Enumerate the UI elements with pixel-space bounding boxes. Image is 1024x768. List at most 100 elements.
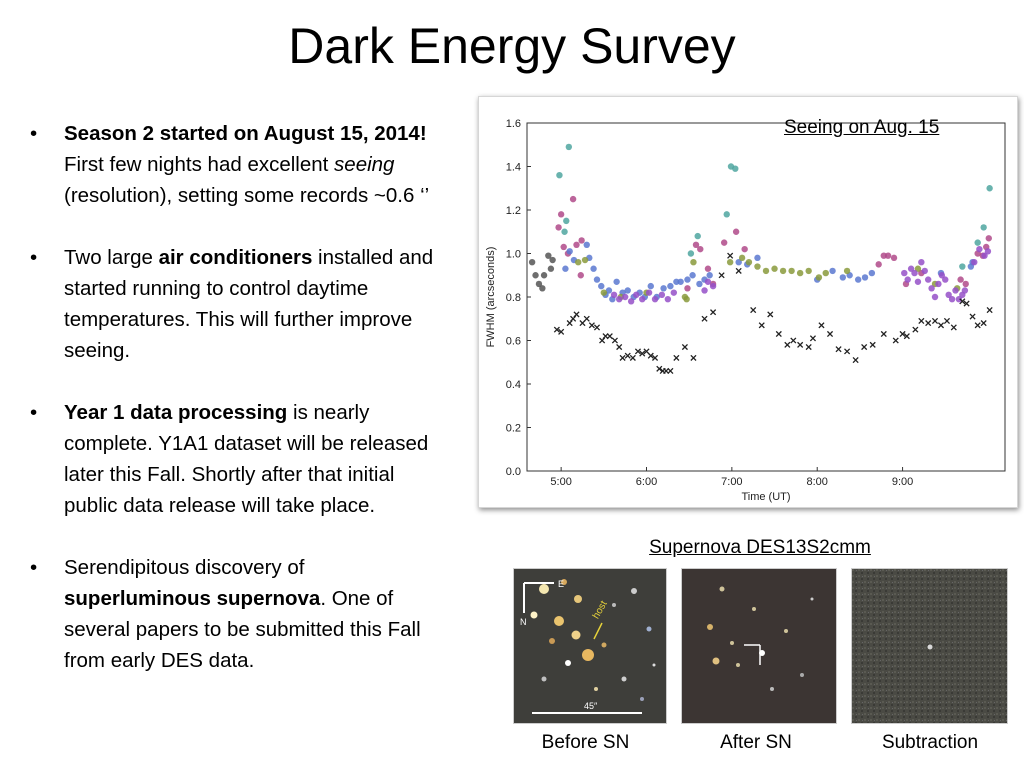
- compass-arrows: [523, 582, 554, 613]
- data-point-x: [852, 357, 859, 364]
- data-point: [555, 224, 562, 231]
- data-point: [569, 195, 577, 203]
- data-point-x: [826, 330, 834, 338]
- y-tick-label: 0.0: [506, 466, 521, 478]
- data-point: [961, 287, 969, 294]
- data-point: [875, 261, 882, 268]
- data-point-x: [969, 313, 976, 320]
- data-point: [658, 291, 666, 299]
- data-point: [754, 263, 761, 270]
- data-point: [754, 254, 761, 262]
- data-point: [955, 295, 963, 303]
- data-point: [560, 243, 567, 251]
- data-point: [660, 285, 667, 292]
- bullet-text-segment: Year 1 data processing: [64, 401, 288, 424]
- data-point: [535, 280, 543, 288]
- data-point-x: [844, 348, 851, 355]
- data-point-x: [950, 324, 957, 331]
- data-point-x: [599, 337, 606, 344]
- bullet-text-segment: Serendipitous discovery of: [64, 556, 305, 579]
- data-point: [613, 278, 620, 285]
- data-point: [563, 217, 570, 225]
- x-tick-label: 6:00: [636, 476, 657, 488]
- data-point-x: [667, 367, 674, 375]
- bullet-text-segment: (resolution), setting some records ~0.6 …: [64, 184, 430, 207]
- data-point-x: [974, 322, 981, 329]
- data-point: [590, 265, 597, 272]
- data-point-x: [718, 272, 725, 279]
- data-point: [924, 276, 932, 283]
- bullet-text-segment: Two large: [64, 246, 159, 269]
- data-point: [918, 259, 925, 266]
- data-point-x: [903, 333, 910, 340]
- data-point: [684, 285, 691, 292]
- bullet-text-segment: Season 2 started on August 15, 2014!: [64, 122, 427, 145]
- data-point: [771, 265, 778, 272]
- data-point: [549, 256, 556, 264]
- data-point-x: [606, 333, 613, 340]
- sn-marker: [744, 644, 761, 665]
- data-point: [645, 289, 653, 296]
- data-point: [610, 291, 618, 299]
- data-point-x: [573, 311, 580, 318]
- data-point-x: [805, 343, 812, 351]
- data-point-x: [775, 330, 782, 338]
- data-point: [914, 265, 922, 272]
- bullet-item: Serendipitous discovery of superluminous…: [26, 552, 451, 676]
- data-point: [651, 295, 659, 303]
- data-point: [701, 287, 708, 294]
- data-point: [532, 272, 539, 279]
- data-point-x: [611, 337, 618, 344]
- data-point-x: [835, 346, 842, 353]
- bullet-item: Season 2 started on August 15, 2014! Fir…: [26, 118, 451, 211]
- data-point: [890, 254, 898, 262]
- data-point-x: [634, 348, 642, 355]
- data-point: [726, 259, 734, 266]
- data-point-x: [639, 350, 646, 357]
- data-point: [901, 269, 908, 277]
- starfield: [530, 579, 656, 701]
- bullet-text-segment: air conditioners: [158, 246, 313, 269]
- data-point: [540, 272, 548, 279]
- data-point-x: [690, 354, 697, 361]
- data-point: [959, 263, 966, 270]
- data-point: [605, 287, 613, 294]
- data-point: [593, 276, 601, 283]
- data-point: [911, 269, 918, 277]
- data-point: [709, 282, 717, 290]
- data-point: [735, 259, 742, 266]
- data-point: [745, 259, 753, 266]
- data-point: [914, 278, 922, 285]
- data-point-x: [880, 330, 887, 338]
- data-point: [704, 265, 712, 272]
- data-point: [723, 211, 730, 218]
- y-tick-label: 1.6: [506, 118, 521, 130]
- data-point: [741, 245, 748, 253]
- data-point-x: [619, 354, 626, 361]
- data-point: [697, 245, 704, 253]
- data-point: [931, 293, 939, 301]
- data-point-x: [797, 341, 804, 348]
- data-point-x: [624, 352, 631, 359]
- data-point: [720, 239, 728, 246]
- data-point: [639, 295, 646, 303]
- east-label: E: [558, 579, 564, 589]
- data-point-x: [892, 337, 899, 344]
- data-point: [566, 248, 573, 255]
- data-point-x: [912, 326, 919, 333]
- y-tick-label: 0.8: [506, 292, 521, 304]
- seeing-chart-svg: 0.0 0.2 0.4 0.6 0.8 1.0 1.2 1.4 1.6 5:00 6:00 7:00 8…: [485, 118, 1006, 503]
- data-point: [957, 276, 964, 283]
- data-point-x: [656, 365, 663, 372]
- data-point-x: [918, 317, 925, 324]
- data-point: [962, 280, 969, 288]
- data-point: [854, 276, 862, 283]
- data-point-x: [980, 320, 987, 327]
- data-point-x: [593, 324, 601, 331]
- data-point: [704, 278, 712, 285]
- data-point: [974, 239, 981, 246]
- bullet-text-segment: First few nights had excellent: [64, 153, 335, 176]
- data-point-x: [899, 330, 906, 338]
- data-point: [615, 295, 623, 303]
- data-point: [796, 269, 804, 277]
